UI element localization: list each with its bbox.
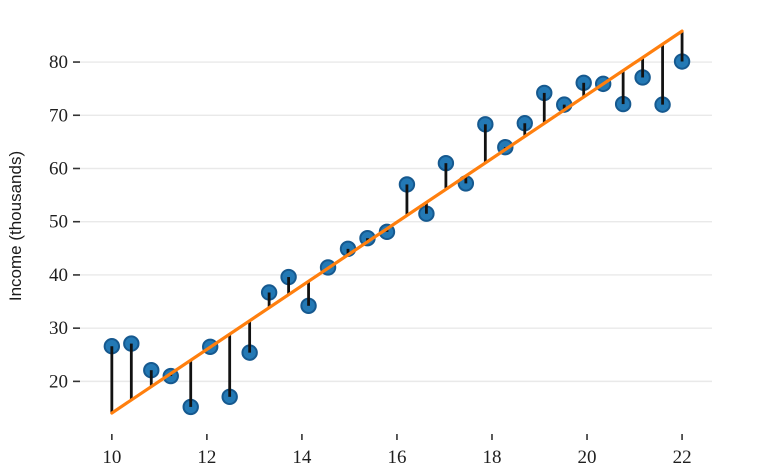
x-tick-label: 18: [482, 447, 501, 468]
x-axis-ticks: [111, 434, 683, 440]
regression-line: [110, 29, 684, 415]
x-tick-label: 22: [673, 447, 692, 468]
y-tick-labels: 20 30 40 50 60 70 80: [49, 52, 68, 392]
y-tick-label: 30: [49, 318, 68, 339]
y-tick-label: 80: [49, 52, 68, 73]
y-tick-label: 40: [49, 265, 68, 286]
x-tick-label: 16: [387, 447, 406, 468]
x-tick-label: 14: [292, 447, 312, 468]
y-tick-label: 70: [49, 105, 68, 126]
y-tick-label: 60: [49, 158, 68, 179]
x-tick-labels: 10 12 14 16 18 20 22: [102, 447, 691, 468]
x-tick-label: 10: [102, 447, 121, 468]
residual-lines: [110, 31, 684, 414]
y-axis-ticks: [73, 61, 80, 383]
x-tick-label: 20: [578, 447, 597, 468]
y-axis-label: Income (thousands): [6, 151, 25, 301]
y-tick-label: 20: [49, 371, 68, 392]
gridlines: [80, 61, 712, 383]
y-tick-label: 50: [49, 212, 68, 233]
x-tick-label: 12: [197, 447, 216, 468]
regression-line-group: [110, 29, 684, 415]
